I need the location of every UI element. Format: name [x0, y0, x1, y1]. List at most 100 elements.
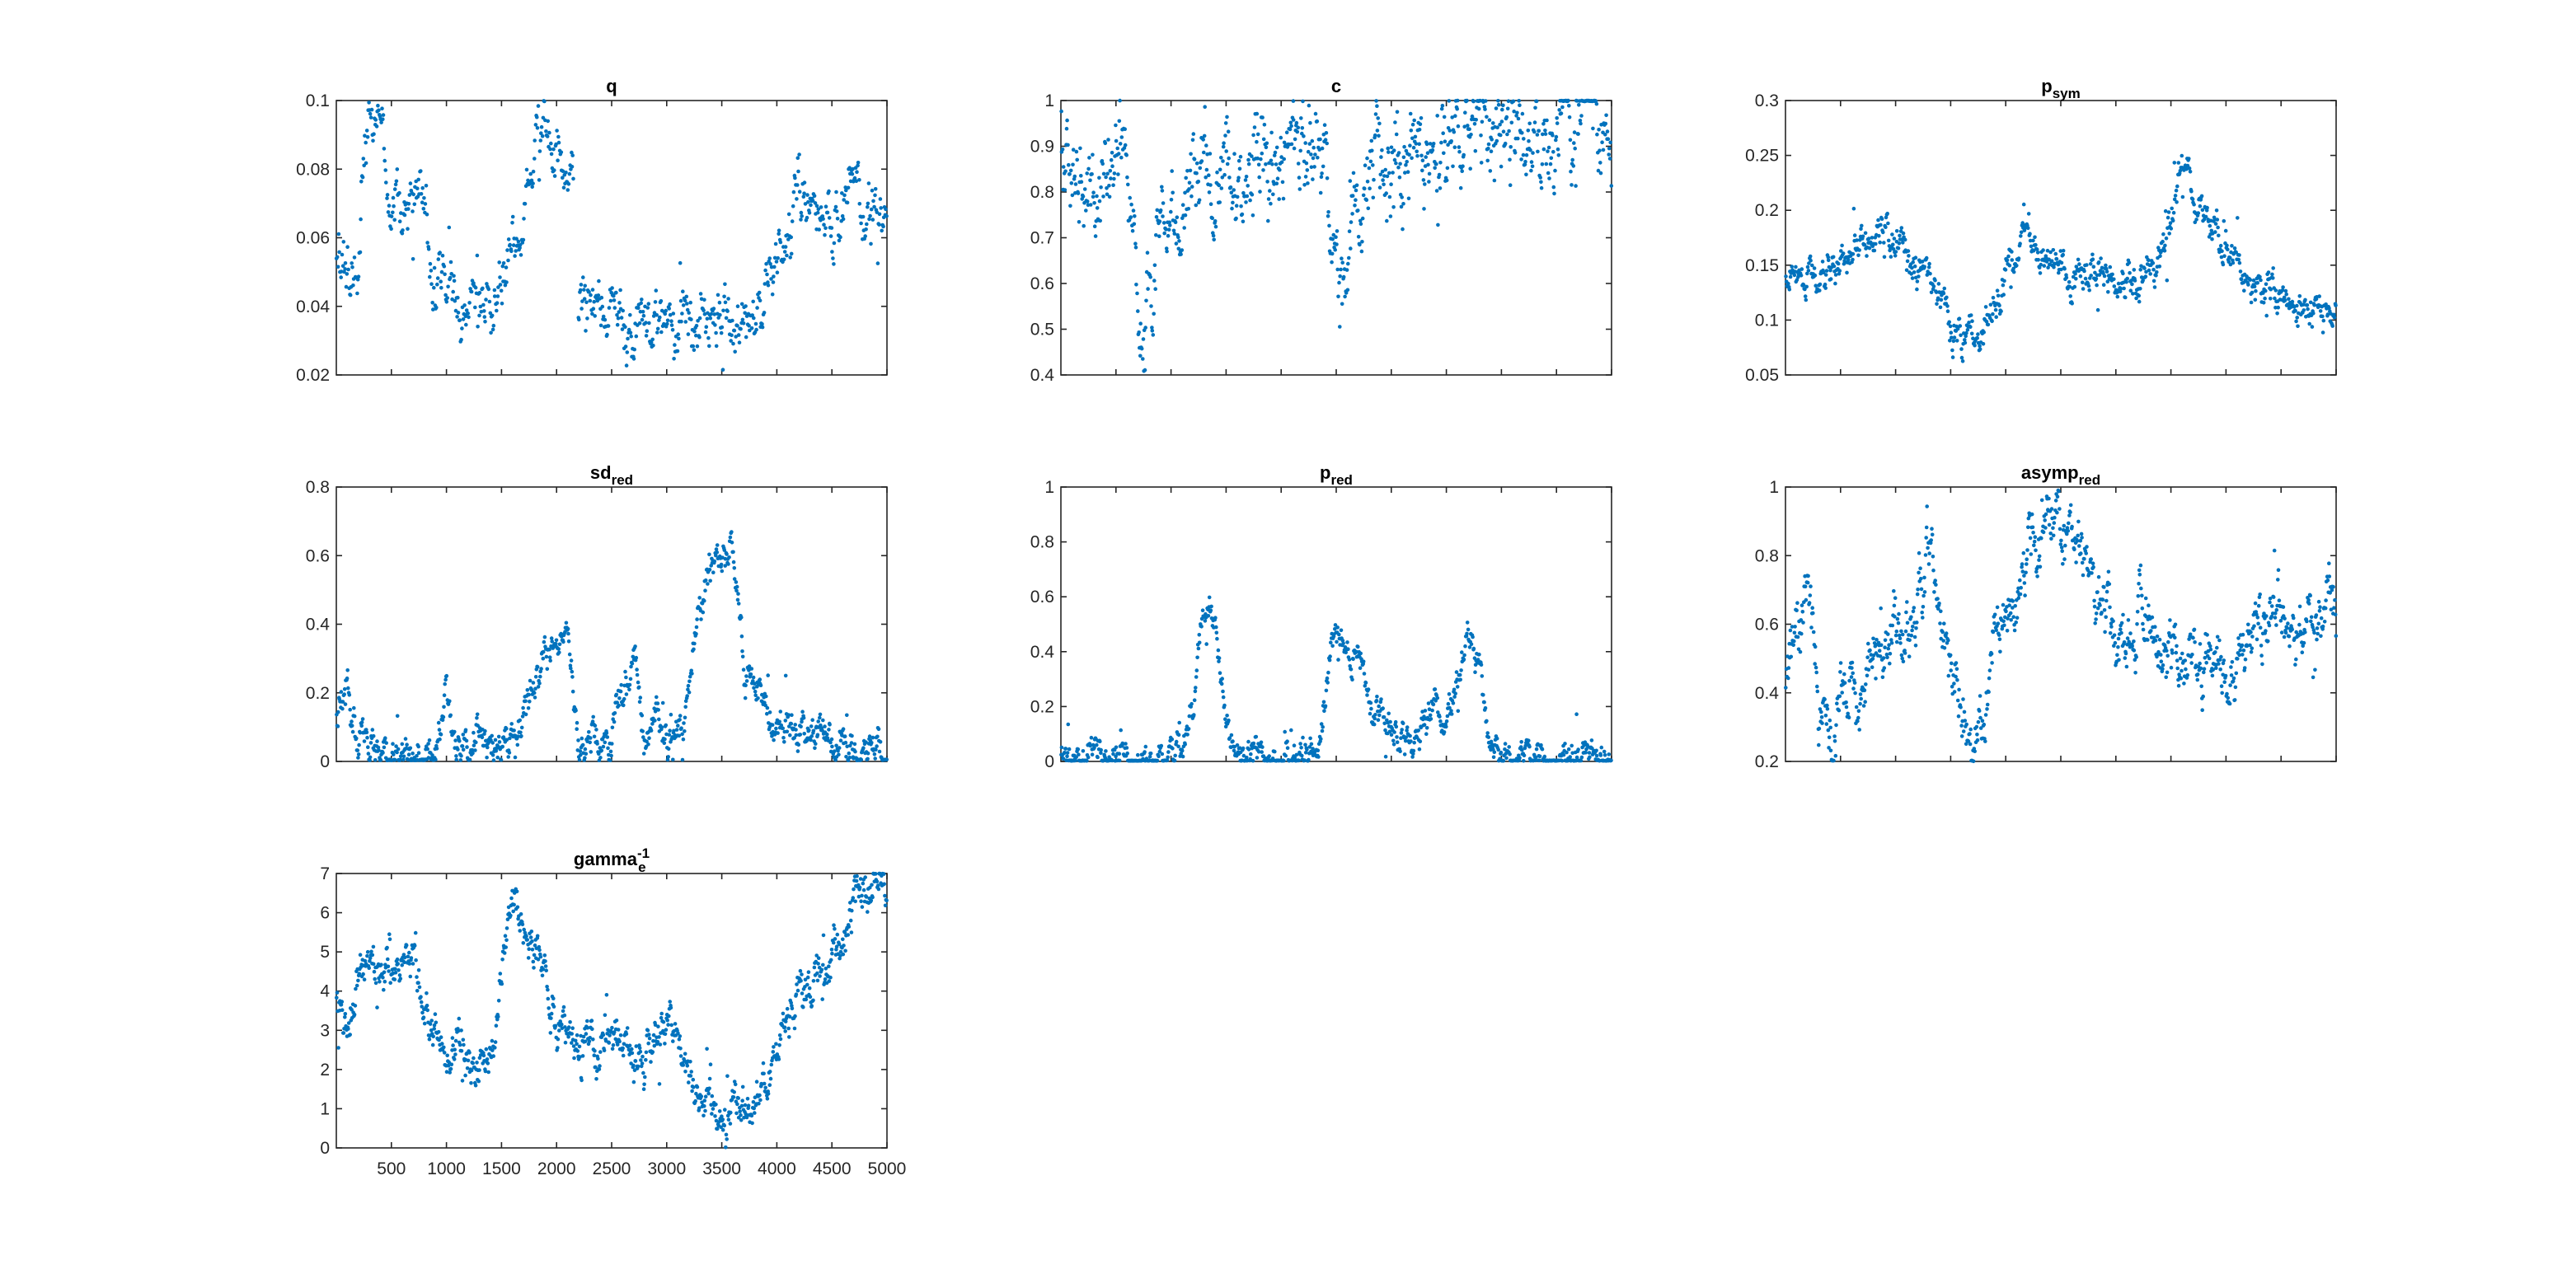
scatter-point [506, 258, 510, 263]
scatter-point [1924, 255, 1929, 260]
scatter-point [1490, 742, 1494, 747]
scatter-point [1882, 666, 1887, 670]
scatter-point [1971, 336, 1975, 341]
y-tick-label: 0.6 [1755, 616, 1779, 635]
scatter-point [1991, 311, 1995, 316]
scatter-point [1228, 185, 1233, 190]
subplot-title: asympred [2021, 462, 2100, 488]
scatter-point [2169, 227, 2174, 231]
scatter-point [1098, 739, 1102, 743]
scatter-point [522, 217, 526, 221]
scatter-point [1185, 169, 1189, 173]
scatter-point [1879, 222, 1883, 227]
scatter-point [1421, 178, 1426, 182]
scatter-point [1433, 687, 1438, 691]
scatter-point [1905, 259, 1910, 264]
scatter-point [664, 723, 669, 728]
scatter-point [2078, 274, 2083, 279]
scatter-point [464, 322, 468, 327]
scatter-point [1825, 706, 1830, 711]
scatter-point [472, 730, 476, 735]
scatter-point [1222, 172, 1227, 177]
scatter-point [1448, 705, 1452, 710]
scatter-point [1133, 241, 1138, 246]
scatter-point [1073, 182, 1078, 186]
scatter-point [835, 217, 840, 221]
scatter-point [1131, 208, 1136, 213]
scatter-point [1132, 222, 1137, 227]
scatter-point [1155, 208, 1160, 213]
scatter-point [2318, 309, 2323, 313]
scatter-point [686, 687, 690, 691]
scatter-point [1535, 133, 1540, 137]
scatter-point [1125, 751, 1129, 756]
scatter-point [687, 311, 691, 315]
scatter-point [361, 157, 366, 161]
scatter-point [579, 307, 584, 311]
scatter-point [787, 724, 791, 728]
scatter-point [1076, 191, 1081, 195]
scatter-point [406, 752, 411, 756]
scatter-point [1330, 644, 1335, 649]
scatter-point [672, 357, 676, 361]
scatter-point [461, 747, 466, 752]
y-tick-label: 0.02 [296, 366, 330, 385]
scatter-point [540, 133, 545, 138]
scatter-point [2320, 314, 2325, 319]
subplot-2: 0.40.50.60.70.80.91c [1030, 76, 1614, 385]
scatter-point [1164, 227, 1168, 232]
scatter-point [2273, 288, 2278, 293]
scatter-point [1894, 639, 1899, 644]
scatter-point [1327, 223, 1331, 228]
scatter-point [1192, 713, 1196, 717]
scatter-point [733, 349, 737, 354]
scatter-point [1424, 732, 1429, 736]
scatter-point [1483, 706, 1488, 710]
scatter-point [1878, 240, 1882, 245]
scatter-point [1358, 242, 1362, 247]
scatter-point [751, 299, 755, 304]
scatter-point [556, 158, 560, 162]
scatter-point [336, 232, 341, 237]
scatter-point [622, 703, 626, 708]
scatter-point [1403, 171, 1407, 175]
scatter-point [705, 316, 710, 321]
scatter-point [408, 181, 413, 185]
scatter-point [1227, 718, 1231, 723]
scatter-point [1833, 273, 1838, 277]
scatter-point [823, 226, 828, 231]
scatter-point [1500, 107, 1504, 112]
scatter-point [587, 289, 591, 294]
scatter-point [1382, 174, 1387, 178]
scatter-point [609, 753, 613, 758]
scatter-point [1085, 758, 1089, 763]
scatter-point [1852, 233, 1857, 237]
scatter-point [523, 712, 528, 717]
scatter-point [1350, 212, 1354, 216]
scatter-point [1186, 207, 1191, 211]
scatter-point [513, 254, 517, 258]
scatter-point [460, 744, 465, 748]
scatter-point [1452, 695, 1457, 699]
scatter-point [2216, 225, 2220, 230]
scatter-point [1480, 119, 1485, 124]
scatter-point [2246, 283, 2250, 287]
scatter-point [2068, 294, 2072, 298]
scatter-point [1197, 640, 1202, 645]
scatter-point [467, 301, 472, 305]
scatter-point [723, 282, 727, 287]
scatter-point [1941, 291, 1946, 296]
scatter-point [2058, 249, 2063, 253]
scatter-point [443, 272, 447, 277]
scatter-point [366, 752, 371, 756]
scatter-point [1887, 643, 1891, 647]
scatter-point [1105, 171, 1110, 176]
scatter-point [1211, 233, 1216, 238]
scatter-point [628, 312, 632, 317]
scatter-point [1419, 153, 1424, 158]
scatter-point [1950, 355, 1955, 359]
scatter-point [584, 752, 589, 756]
scatter-point [1864, 682, 1868, 686]
scatter-point [2180, 194, 2185, 199]
